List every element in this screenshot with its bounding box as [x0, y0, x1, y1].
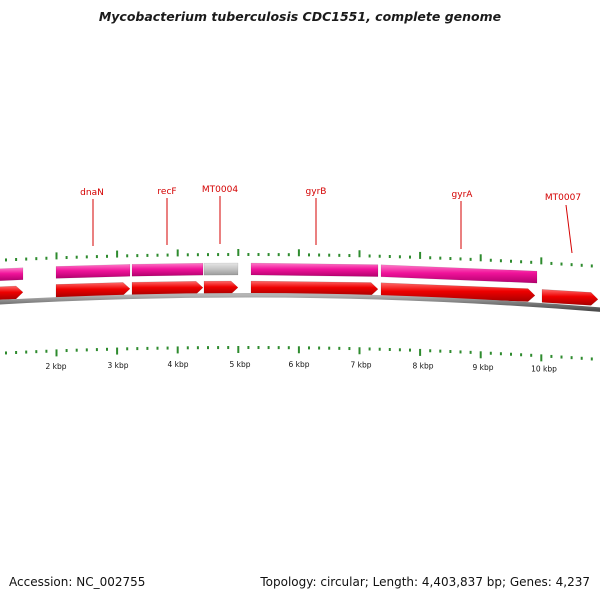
scale-label: 6 kbp	[288, 360, 309, 369]
scale-label: 4 kbp	[167, 360, 188, 369]
forward-gene-track	[0, 280, 599, 306]
scale-label: 3 kbp	[107, 361, 128, 370]
forward-gene-arrow	[131, 280, 204, 296]
scale-label: 5 kbp	[229, 360, 250, 369]
gene-label-track: dnaN recF MT0004 gyrB gyrA MT0007	[80, 185, 581, 254]
scale-label: 9 kbp	[472, 363, 493, 372]
cds-feature-bar	[250, 262, 379, 277]
scale-label: 7 kbp	[350, 361, 371, 370]
cds-feature-bar	[131, 262, 204, 277]
scale-label: 8 kbp	[412, 362, 433, 371]
cds-feature-bar	[380, 264, 538, 284]
cds-feature-track	[0, 262, 538, 284]
outer-tick-track	[5, 249, 593, 268]
cds-feature-bar	[203, 262, 239, 276]
gene-label: MT0007	[545, 193, 581, 203]
gene-label: gyrB	[306, 187, 327, 197]
forward-gene-arrow	[0, 285, 24, 300]
forward-gene-arrow	[203, 280, 239, 295]
gene-label: recF	[157, 187, 176, 197]
forward-gene-arrow	[541, 289, 599, 306]
scale-label-track: 2 kbp 3 kbp 4 kbp 5 kbp 6 kbp 7 kbp 8 kbp 9 kbp…	[45, 360, 557, 374]
forward-gene-arrow	[55, 282, 131, 298]
gene-label: MT0004	[202, 185, 238, 195]
gene-label: gyrA	[452, 190, 474, 200]
genome-stats-label: Topology: circular; Length: 4,403,837 bp…	[260, 575, 590, 589]
accession-label: Accession: NC_002755	[9, 575, 146, 589]
forward-gene-arrow	[250, 280, 379, 296]
genome-backbone	[0, 293, 600, 312]
scale-label: 2 kbp	[45, 362, 66, 371]
inner-tick-track	[5, 346, 593, 362]
cds-feature-bar	[0, 267, 24, 281]
map-title: Mycobacterium tuberculosis CDC1551, comp…	[98, 9, 502, 24]
cds-feature-bar	[55, 264, 131, 279]
gene-label: dnaN	[80, 188, 104, 198]
gene-leader-line	[565, 204, 573, 254]
scale-label: 10 kbp	[531, 365, 557, 374]
